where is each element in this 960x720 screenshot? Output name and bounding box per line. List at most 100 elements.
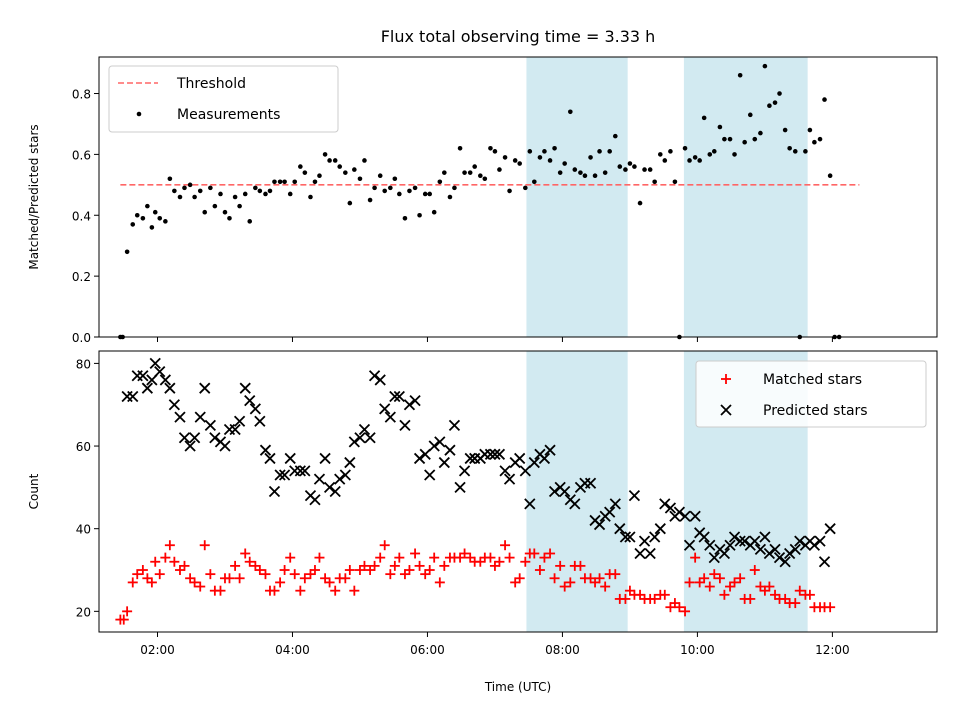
matched-star-point [324,577,335,588]
measurement-point [332,158,338,163]
matched-star-point [504,552,515,563]
matched-star-point [534,565,545,576]
x-stroke-b [489,448,501,460]
matched-star-point [575,560,586,571]
predicted-star-point [219,440,231,452]
x-stroke-b [428,440,440,452]
matched-star-point [118,614,129,625]
x-stroke-b [229,423,241,436]
x-stroke-b [720,404,732,416]
predicted-star-point [628,489,641,502]
measurement-point [602,170,608,175]
predicted-star-point [438,456,450,469]
x-stroke-b [274,469,286,481]
matched-star-point [299,573,310,584]
x-stroke-b [444,444,456,456]
matched-star-point [410,548,421,559]
matched-star-point [314,552,325,563]
matched-star-point [500,540,511,551]
measurement-point [208,185,213,191]
x-stroke-b [409,394,421,407]
matched-star-point [359,560,370,571]
measurement-point [512,158,518,163]
predicted-star-point [493,448,506,460]
matched-star-point [434,577,445,588]
x-stroke-b [364,432,376,444]
predicted-star-point [654,523,666,535]
predicted-star-point [289,465,301,477]
matched-star-point [137,565,148,576]
predicted-star-point [164,382,176,394]
y-tick-label: 20 [76,605,91,619]
x-stroke-b [249,403,261,415]
matched-star-point [610,569,621,580]
predicted-star-point [168,399,181,411]
predicted-star-point [403,399,416,411]
bottom-y-ticks: 20 40 60 80 [76,357,99,619]
x-stroke-b [794,535,806,547]
x-stroke-b [199,382,211,394]
x-stroke-b [779,556,791,568]
x-stroke-b [724,539,736,551]
measurement-point [237,203,242,209]
matched-star-point [215,585,226,596]
x-stroke-b [399,419,411,432]
x-stroke-b [413,452,426,465]
matched-star-point [539,552,550,563]
measurement-point [457,146,463,151]
measurement-point [272,179,277,185]
predicted-star-point [638,535,651,547]
predicted-star-point [559,485,571,498]
measurement-point [257,188,263,194]
predicted-star-point [444,444,456,456]
x-tick-label: 04:00 [275,643,310,657]
x-stroke-b [339,469,351,481]
x-stroke-b [824,523,836,535]
x-stroke-b [708,551,720,564]
x-stroke-b [754,543,767,555]
measurement-point [212,203,218,209]
measurement-point [298,164,303,169]
measurement-point [552,146,557,151]
predicted-star-point [319,452,331,465]
predicted-star-point [818,556,831,568]
predicted-star-point [399,419,411,432]
x-stroke-b [759,531,771,543]
matched-star-point [429,552,440,563]
measurement-point [422,191,428,197]
measurement-point [502,155,508,160]
x-stroke-b [284,452,296,465]
x-stroke-b [749,535,761,547]
measurement-point [803,149,808,154]
measurement-point [277,179,283,185]
x-stroke-b [344,456,356,469]
predicted-star-point [593,518,606,531]
x-stroke-b [403,399,416,411]
predicted-star-point [734,535,746,547]
predicted-star-point [374,374,386,386]
measurement-point [637,200,643,206]
measurement-point [267,188,273,194]
measurement-point [232,194,238,200]
x-stroke-b [278,469,291,481]
legend-threshold-label: Threshold [176,76,246,92]
x-stroke-b [524,498,536,510]
matched-star-point [565,577,576,588]
predicted-star-point [614,523,626,535]
x-stroke-b [664,502,677,514]
x-stroke-b [209,432,221,444]
predicted-star-point [428,440,440,452]
measurement-point [687,158,692,163]
x-stroke-b [219,440,231,452]
matched-star-point [485,552,496,563]
x-stroke-b [384,411,396,423]
measurement-point [697,158,702,163]
x-stroke-b [178,432,191,444]
predicted-star-point [524,498,536,510]
predicted-star-point [544,444,556,456]
predicted-star-point [419,448,431,460]
predicted-star-point [334,473,346,485]
measurement-point [747,112,753,118]
x-stroke-b [728,531,741,543]
x-stroke-b [149,357,161,370]
